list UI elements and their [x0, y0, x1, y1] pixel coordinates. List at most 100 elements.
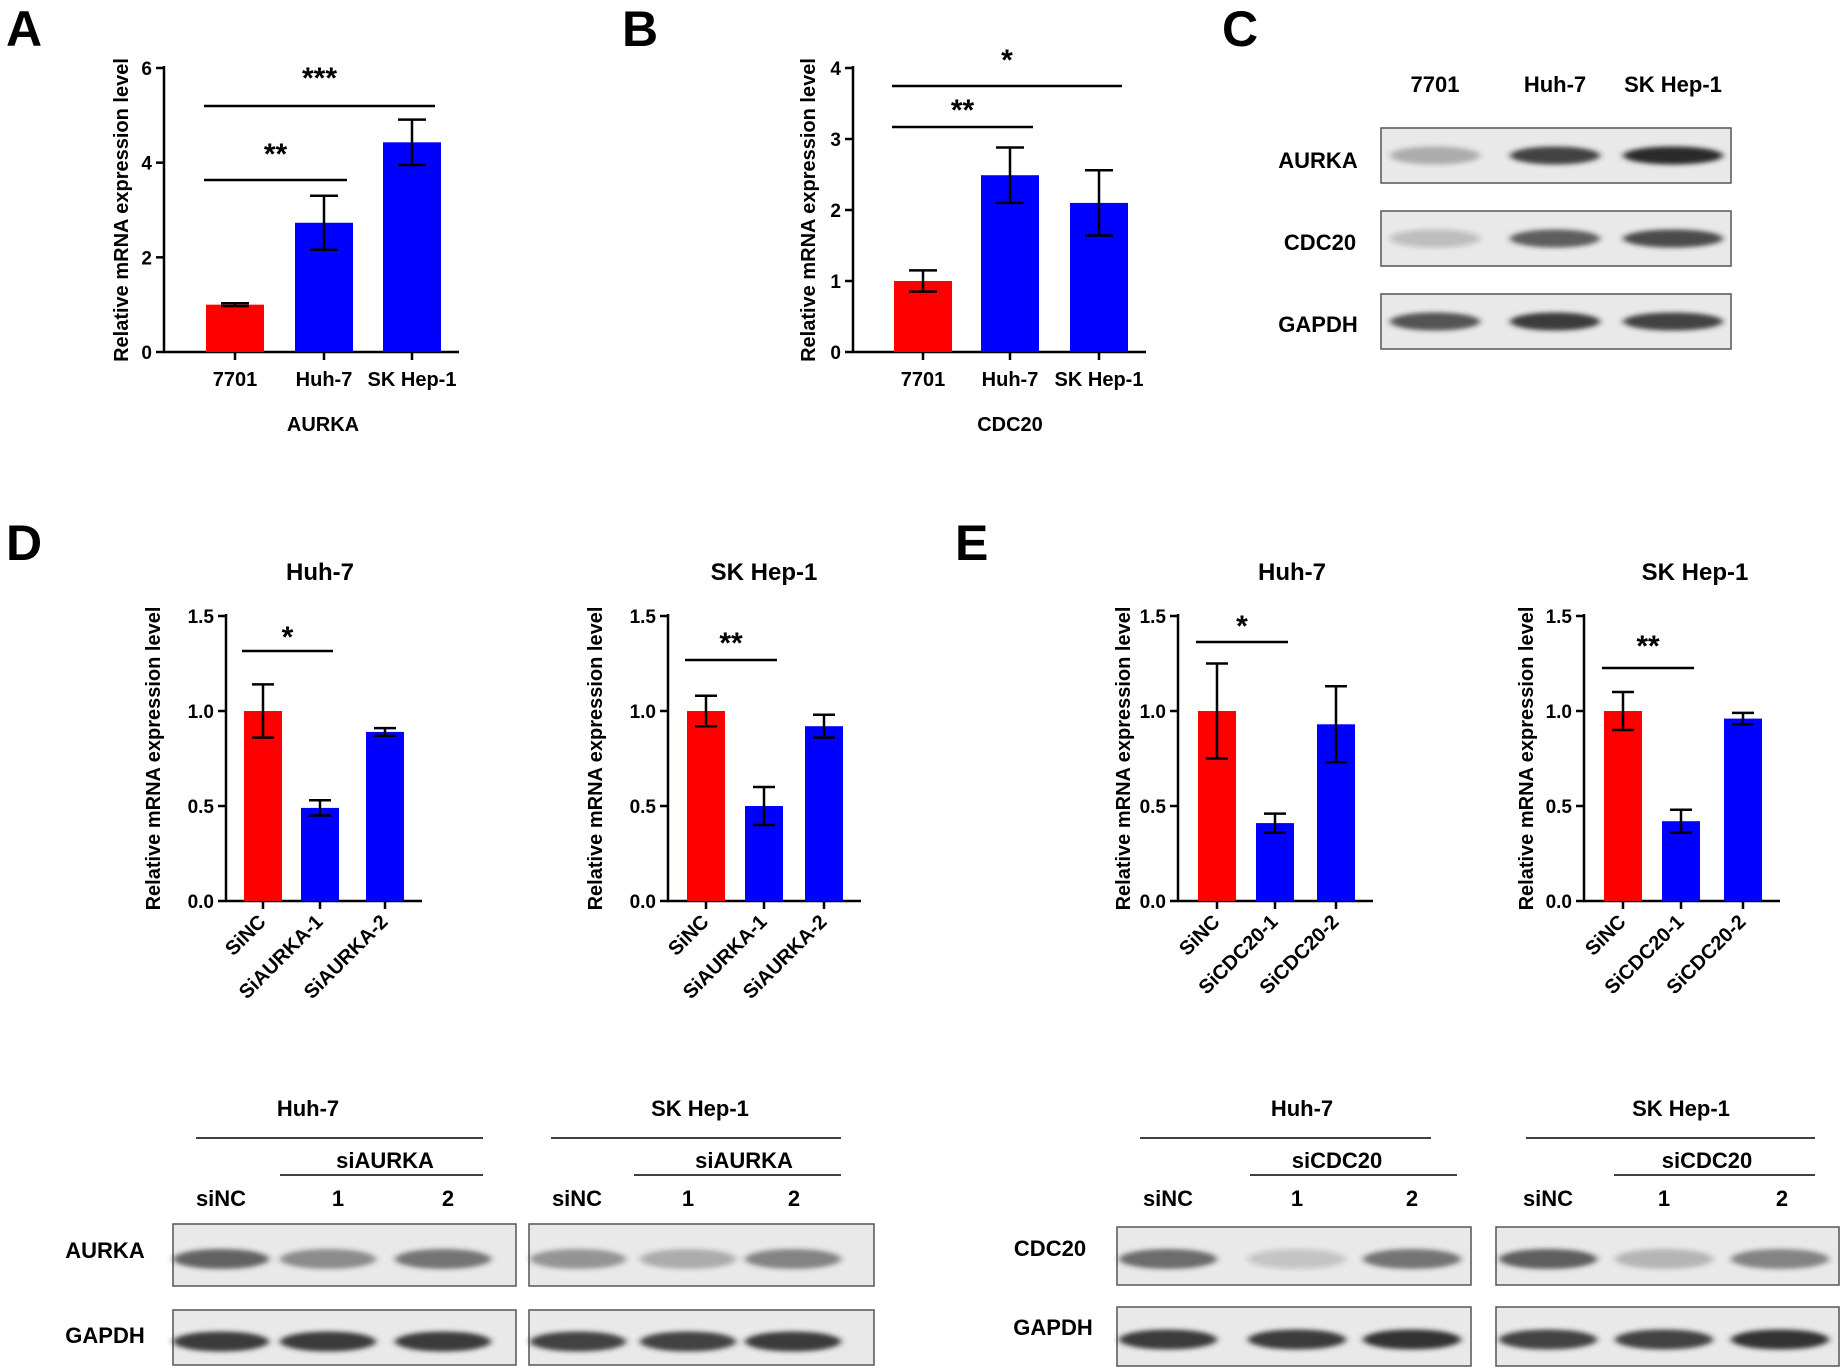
- bar: [1604, 711, 1642, 901]
- blot-c-lane-label: SK Hep-1: [1624, 72, 1722, 97]
- y-tick-label: 0.5: [630, 797, 657, 818]
- blot-band: [745, 1249, 841, 1269]
- y-tick-label: 0.5: [1140, 797, 1167, 818]
- blot-e-lane-label: 1: [1658, 1186, 1670, 1211]
- y-tick-label: 0.5: [1546, 797, 1573, 818]
- y-tick-label: 2: [830, 201, 841, 222]
- blot-band: [1615, 1249, 1713, 1269]
- chart-d1: 0.00.51.01.5SiNCSiAURKA-1SiAURKA-2Relati…: [143, 559, 422, 1004]
- blot-e-treatment-label: siCDC20: [1292, 1148, 1382, 1173]
- western-blot-c: 7701 Huh-7 SK Hep-1 AURKA CDC20 GAPDH: [1278, 72, 1732, 350]
- y-axis-title: Relative mRNA expression level: [111, 58, 133, 362]
- y-tick-label: 1.0: [188, 702, 214, 723]
- y-tick-label: 0.0: [630, 892, 656, 913]
- blot-c-row-label: AURKA: [1278, 148, 1358, 173]
- bar: [366, 731, 404, 901]
- significance-label: *: [1236, 610, 1248, 643]
- x-axis-title: AURKA: [287, 414, 359, 436]
- blot-c-lane-label: 7701: [1411, 72, 1460, 97]
- x-tick-label: SiNC: [664, 911, 713, 960]
- blot-e-lane-label: 1: [1291, 1186, 1303, 1211]
- blot-band: [280, 1249, 376, 1269]
- blot-e-lane-label: 2: [1406, 1186, 1418, 1211]
- x-tick-label: SiNC: [1581, 911, 1630, 960]
- y-tick-label: 2: [141, 248, 152, 269]
- chart-title: Huh-7: [1258, 559, 1326, 586]
- y-axis-title: Relative mRNA expression level: [798, 58, 820, 362]
- y-tick-label: 0: [141, 343, 152, 364]
- panel-label-a: A: [6, 1, 42, 57]
- y-tick-label: 1.5: [1140, 607, 1167, 628]
- bar: [981, 175, 1039, 352]
- x-tick-label: SK Hep-1: [368, 369, 457, 391]
- blot-band: [1499, 1329, 1597, 1350]
- blot-band: [1623, 146, 1723, 165]
- blot-d-lane-label: 1: [682, 1186, 694, 1211]
- significance-label: **: [264, 138, 288, 171]
- significance-label: **: [719, 627, 743, 660]
- y-tick-label: 0.0: [1140, 892, 1166, 913]
- bar: [206, 304, 264, 352]
- y-tick-label: 0.0: [1546, 892, 1572, 913]
- blot-band: [173, 1249, 269, 1269]
- x-tick-label: 7701: [901, 369, 946, 391]
- bar: [383, 142, 441, 352]
- chart-a: 0 2 4 6 7701 Huh-7 SK Hep-1 Relative mRNA expre…: [111, 58, 459, 436]
- blot-d-lane-label: 1: [332, 1186, 344, 1211]
- panel-label-e: E: [955, 515, 988, 571]
- blot-e-lane-label: siNC: [1143, 1186, 1193, 1211]
- bar: [1256, 823, 1294, 901]
- blot-band: [1731, 1249, 1829, 1269]
- bar: [301, 807, 339, 901]
- blot-d-treatment-label: siAURKA: [336, 1148, 434, 1173]
- significance-label: ***: [302, 62, 337, 95]
- blot-e-row-label: GAPDH: [1013, 1315, 1092, 1340]
- blot-e-lane-label: siNC: [1523, 1186, 1573, 1211]
- blot-band: [1390, 146, 1480, 165]
- blot-e-lane-label: 2: [1776, 1186, 1788, 1211]
- blot-d-lane-label: siNC: [196, 1186, 246, 1211]
- blot-band: [1119, 1249, 1217, 1269]
- blot-d-treatment-label: siAURKA: [695, 1148, 793, 1173]
- blot-band: [1363, 1249, 1461, 1269]
- blot-c-row-label: GAPDH: [1278, 312, 1357, 337]
- significance-label: *: [1001, 44, 1013, 77]
- blot-c-lane-label: Huh-7: [1524, 72, 1586, 97]
- blot-band: [1731, 1329, 1829, 1350]
- x-tick-label: SiNC: [221, 911, 270, 960]
- blot-band: [745, 1331, 841, 1352]
- bar: [1724, 718, 1762, 901]
- blot-band: [1510, 229, 1600, 248]
- bar: [1662, 821, 1700, 901]
- chart-title: Huh-7: [286, 559, 354, 586]
- blot-band: [1119, 1329, 1217, 1350]
- blot-band: [1499, 1249, 1597, 1269]
- blot-band: [1248, 1249, 1346, 1269]
- bar: [244, 711, 282, 901]
- significance-label: **: [951, 94, 975, 127]
- x-tick-label: Huh-7: [982, 369, 1039, 391]
- blot-band: [280, 1331, 376, 1352]
- blot-band: [640, 1249, 736, 1269]
- y-axis-title: Relative mRNA expression level: [585, 607, 607, 911]
- x-axis-title: CDC20: [977, 414, 1043, 436]
- y-tick-label: 3: [830, 130, 841, 151]
- y-axis-title: Relative mRNA expression level: [143, 607, 165, 911]
- blot-d-lane-label: 2: [442, 1186, 454, 1211]
- y-axis-title: Relative mRNA expression level: [1516, 607, 1538, 911]
- chart-e1: 0.00.51.01.5SiNCSiCDC20-1SiCDC20-2Relati…: [1113, 559, 1373, 999]
- blot-e-cell-label: SK Hep-1: [1632, 1096, 1730, 1121]
- blot-band: [530, 1249, 626, 1269]
- blot-e-row-label: CDC20: [1014, 1236, 1086, 1261]
- y-tick-label: 0.0: [188, 892, 214, 913]
- blot-d-cell-label: Huh-7: [277, 1096, 339, 1121]
- y-tick-label: 1.5: [1546, 607, 1573, 628]
- blot-band: [1248, 1329, 1346, 1350]
- blot-d-lane-label: 2: [788, 1186, 800, 1211]
- y-tick-label: 1.5: [188, 607, 215, 628]
- y-tick-label: 6: [141, 59, 152, 80]
- blot-band: [1510, 312, 1600, 331]
- blot-band: [395, 1331, 491, 1352]
- blot-band: [640, 1331, 736, 1352]
